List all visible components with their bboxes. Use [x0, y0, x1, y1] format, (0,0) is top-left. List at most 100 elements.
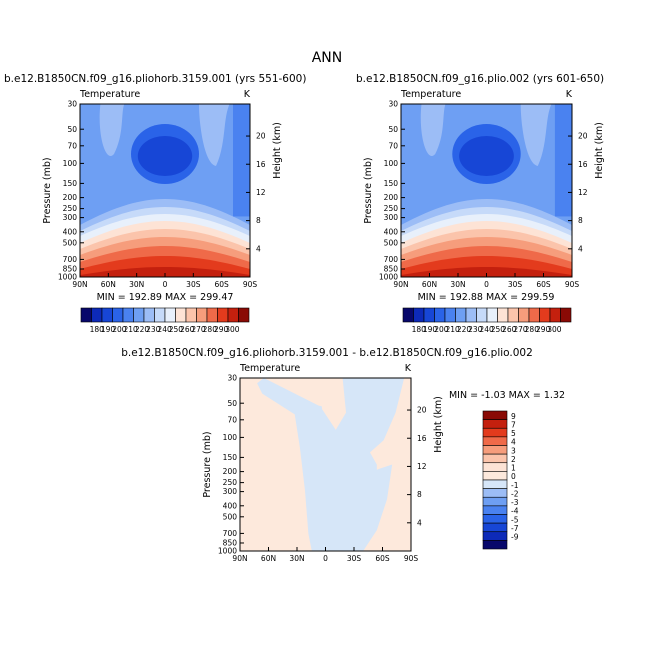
x-tick-label: 90S	[565, 280, 580, 289]
colorbar-swatch	[185, 307, 197, 323]
y-tick-label: 30	[388, 100, 398, 109]
colorbar-swatch	[91, 307, 103, 323]
colorbar-swatch	[455, 307, 467, 323]
panel-stats: MIN = -1.03 MAX = 1.32	[449, 390, 565, 401]
colorbar-swatch	[482, 496, 508, 507]
colorbar-swatch	[482, 436, 508, 446]
colorbar-label: 280	[203, 325, 218, 334]
colorbar-label: -9	[511, 533, 519, 542]
field-negative-region	[257, 378, 405, 551]
panel-variable-label: Temperature	[400, 89, 461, 100]
colorbar-swatch	[133, 307, 145, 323]
y-tick-label: 250	[384, 204, 399, 213]
y-tick-label: 400	[63, 227, 78, 236]
colorbar-label: 290	[214, 325, 229, 334]
colorbar-swatch	[122, 307, 134, 323]
colorbar-swatch	[238, 307, 250, 323]
y-right-tick-label: 4	[256, 244, 261, 253]
colorbar-swatch	[206, 307, 218, 323]
colorbar-swatch	[482, 488, 508, 498]
field-polar-band-north	[420, 104, 446, 156]
panel-title: b.e12.B1850CN.f09_g16.pliohorb.3159.001 …	[121, 347, 533, 359]
colorbar-label: -7	[511, 524, 519, 533]
y-tick-label: 500	[63, 238, 78, 247]
y-tick-label: 850	[63, 265, 78, 274]
y-tick-label: 200	[223, 467, 238, 476]
y-tick-label: 850	[223, 539, 238, 548]
y-right-tick-label: 4	[417, 518, 422, 527]
y-tick-label: 70	[388, 141, 398, 150]
colorbar-label: 300	[225, 325, 240, 334]
x-tick-label: 30S	[347, 554, 362, 563]
y-tick-label: 1000	[379, 273, 398, 282]
colorbar-label: 250	[169, 325, 184, 334]
field-warm-band-8	[401, 267, 572, 277]
x-tick-label: 90N	[393, 280, 408, 289]
field-warm-band-8	[80, 267, 250, 277]
colorbar-swatch	[413, 307, 425, 323]
colorbar-label: 0	[511, 472, 516, 481]
colorbar-label: -4	[511, 507, 519, 516]
colorbar-label: 300	[547, 325, 562, 334]
colorbar-swatch	[549, 307, 561, 323]
colorbar-swatch	[482, 453, 508, 464]
colorbar-swatch	[196, 307, 208, 323]
colorbar-label: 7	[511, 420, 516, 429]
y-tick-label: 700	[63, 255, 78, 264]
colorbar-swatch	[518, 307, 530, 323]
x-tick-label: 60S	[375, 554, 390, 563]
y-right-tick-label: 20	[256, 132, 266, 141]
colorbar-swatch	[482, 410, 508, 420]
y-tick-label: 150	[384, 179, 399, 188]
colorbar-swatch	[486, 307, 498, 323]
y-tick-label: 250	[223, 478, 238, 487]
y-tick-label: 200	[384, 193, 399, 202]
colorbar-swatch	[507, 307, 519, 323]
colorbar-swatch	[482, 419, 508, 429]
field-south-pole-cold	[554, 104, 572, 217]
colorbar-swatch	[482, 531, 508, 541]
x-tick-label: 60N	[101, 280, 116, 289]
colorbar-swatch	[143, 307, 155, 323]
colorbar-swatch	[482, 479, 508, 489]
colorbar-label: 210	[446, 325, 461, 334]
panel-stats: MIN = 192.88 MAX = 299.59	[418, 292, 555, 303]
x-tick-label: 90S	[404, 554, 419, 563]
y-axis-label: Pressure (mb)	[202, 431, 213, 497]
temperature-panel-2: b.e12.B1850CN.f09_g16.plio.002 (yrs 601-…	[356, 73, 605, 303]
panel-variable-label: Temperature	[239, 363, 300, 374]
colorbar-label: 180	[412, 325, 427, 334]
panel-stats: MIN = 192.89 MAX = 299.47	[97, 292, 234, 303]
y-tick-label: 300	[384, 213, 399, 222]
colorbar-swatch	[482, 522, 508, 533]
colorbar-label: 230	[146, 325, 161, 334]
colorbar-label: -5	[511, 515, 519, 524]
x-tick-label: 30S	[508, 280, 523, 289]
y-tick-label: 200	[63, 193, 78, 202]
x-tick-label: 30S	[186, 280, 201, 289]
colorbar-swatch	[112, 307, 124, 323]
y-right-axis-label: Height (km)	[272, 122, 283, 179]
y-tick-label: 100	[384, 159, 399, 168]
colorbar-label: -1	[511, 481, 519, 490]
x-tick-label: 30N	[129, 280, 144, 289]
x-tick-label: 60N	[261, 554, 276, 563]
y-right-tick-label: 12	[578, 188, 588, 197]
y-tick-label: 150	[223, 453, 238, 462]
difference-panel: b.e12.B1850CN.f09_g16.pliohorb.3159.001 …	[121, 347, 565, 563]
y-tick-label: 1000	[218, 547, 237, 556]
y-tick-label: 300	[223, 487, 238, 496]
y-axis-label: Pressure (mb)	[42, 157, 53, 223]
colorbar-swatch	[402, 307, 414, 323]
colorbar-label: 260	[502, 325, 517, 334]
y-tick-label: 50	[227, 399, 237, 408]
colorbar-label: 1	[511, 464, 516, 473]
colorbar-label: -2	[511, 489, 519, 498]
colorbar-label: 280	[525, 325, 540, 334]
y-right-tick-label: 12	[417, 462, 427, 471]
y-tick-label: 300	[63, 213, 78, 222]
figure-title: ANN	[312, 50, 343, 66]
y-tick-label: 700	[223, 529, 238, 538]
panel-units-label: K	[566, 89, 573, 100]
field-cold-core-inner	[459, 136, 514, 176]
